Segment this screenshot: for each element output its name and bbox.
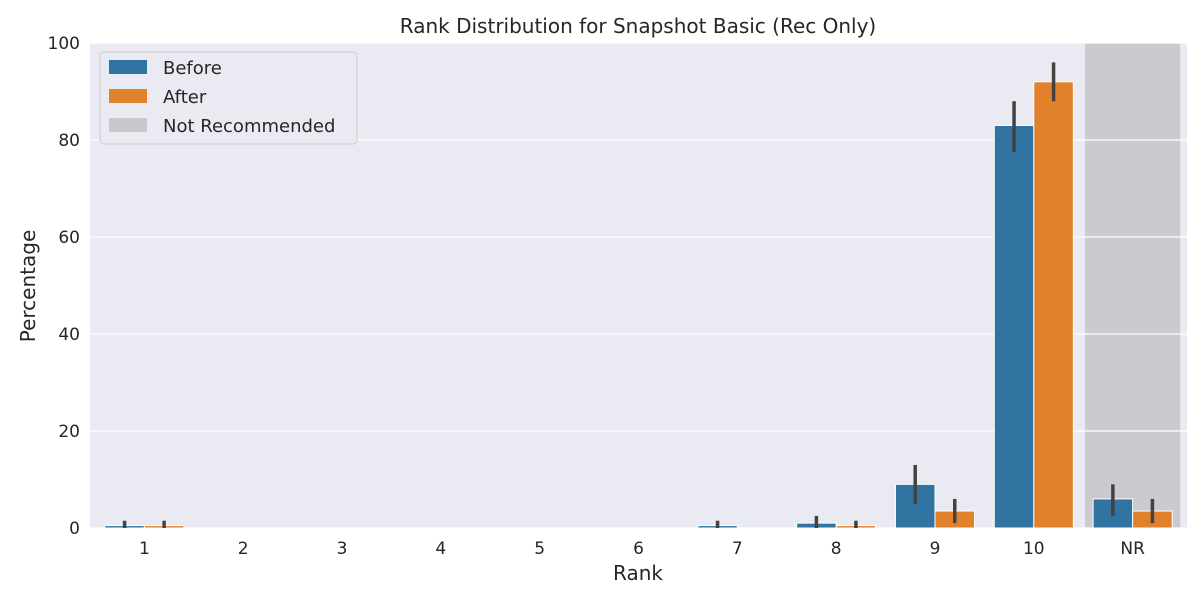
bar-after-10 (1033, 81, 1074, 529)
y-tick-label: 60 (58, 228, 80, 248)
x-tick-label: 2 (238, 539, 249, 559)
x-tick-label: 4 (435, 539, 446, 559)
x-tick-label: 1 (139, 539, 150, 559)
y-tick-label: 0 (69, 519, 80, 539)
legend-label-before: Before (163, 58, 222, 79)
x-tick-label: 8 (831, 539, 842, 559)
legend-box (99, 51, 358, 145)
y-axis-label: Percentage (16, 230, 40, 343)
legend: Before After Not Recommended (99, 51, 358, 145)
x-tick-label: 10 (1023, 539, 1045, 559)
x-axis-label: Rank (613, 561, 663, 585)
x-tick-label: 6 (633, 539, 644, 559)
legend-label-after: After (163, 87, 207, 108)
bar-before-10 (993, 124, 1035, 529)
y-tick-label: 40 (58, 325, 80, 345)
x-tick-label: 3 (337, 539, 348, 559)
legend-swatch-after (109, 89, 147, 103)
x-tick-label: NR (1120, 539, 1145, 559)
y-tick-label: 20 (58, 422, 80, 442)
legend-swatch-before (109, 60, 147, 74)
x-tick-label: 5 (534, 539, 545, 559)
legend-label-not-recommended: Not Recommended (163, 116, 335, 137)
legend-swatch-not-recommended (109, 118, 147, 132)
y-tick-label: 80 (58, 131, 80, 151)
bar-before-9 (894, 483, 936, 529)
not-recommended-region (1085, 43, 1181, 528)
chart-title: Rank Distribution for Snapshot Basic (Re… (400, 14, 876, 38)
y-tick-label: 100 (48, 34, 80, 54)
x-tick-label: 9 (930, 539, 941, 559)
x-tick-label: 7 (732, 539, 743, 559)
